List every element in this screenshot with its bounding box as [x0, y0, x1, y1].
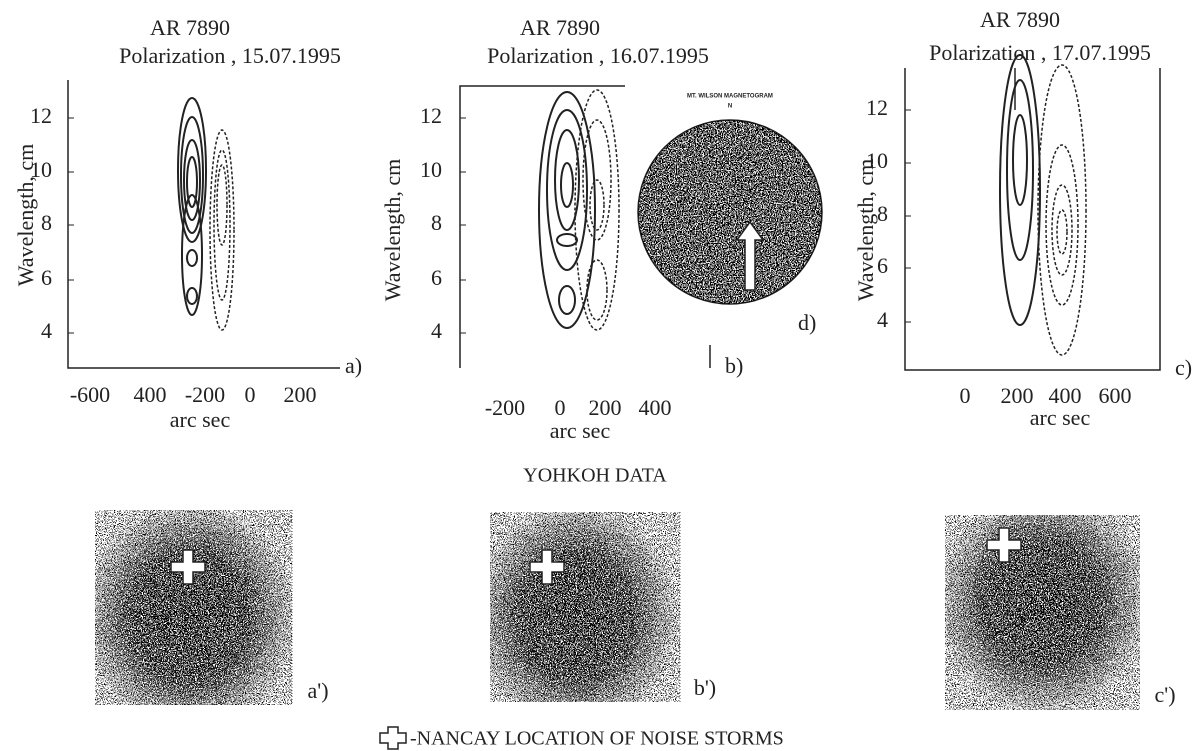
x-tick-label: 400	[134, 382, 167, 407]
x-axis-label: arc sec	[550, 418, 611, 443]
image-label: c')	[1154, 682, 1175, 707]
x-tick-label: 200	[589, 395, 622, 420]
panel-title: AR 7890	[980, 7, 1060, 32]
x-axis-label: arc sec	[1030, 405, 1091, 430]
y-tick-label: 10	[866, 148, 888, 173]
y-tick-label: 12	[866, 95, 888, 120]
x-tick-label: 0	[960, 383, 971, 408]
contours	[538, 89, 620, 331]
x-tick-label: 200	[284, 382, 317, 407]
y-axis-label: Wavelength, cm	[853, 159, 878, 301]
y-tick-label: 10	[30, 157, 52, 182]
y-tick-label: 6	[41, 265, 52, 290]
yohkoh-b	[490, 512, 681, 702]
panel-label: c)	[1175, 355, 1192, 380]
y-axis-label: Wavelength, cm	[380, 159, 405, 301]
y-tick-label: 8	[877, 201, 888, 226]
y-tick-label: 12	[420, 103, 442, 128]
axis	[904, 68, 1161, 371]
magnetogram	[637, 119, 823, 305]
labels: AR 7890 Polarization , 15.07.1995 Waveleng…	[13, 7, 1192, 750]
magnetogram-title: MT. WILSON MAGNETOGRAM	[687, 94, 773, 100]
plot-a	[67, 80, 340, 369]
arrow	[735, 220, 765, 291]
contours	[177, 97, 235, 331]
yohkoh-a	[95, 510, 293, 705]
y-axis-label: Wavelength, cm	[13, 144, 38, 286]
x-tick-label: 600	[1099, 383, 1132, 408]
yohkoh-c	[945, 515, 1140, 710]
panel-label: a)	[345, 353, 362, 378]
y-tick-label: 6	[431, 265, 442, 290]
x-tick-label: 400	[1049, 383, 1082, 408]
panel-title: AR 7890	[520, 15, 600, 40]
x-tick-label: -200	[185, 382, 225, 407]
plot-b	[459, 85, 823, 368]
y-tick-label: 6	[877, 253, 888, 278]
legend-icon	[379, 726, 407, 750]
x-tick-label: 400	[639, 395, 672, 420]
panel-subtitle: Polarization , 17.07.1995	[929, 40, 1151, 65]
axis	[67, 80, 340, 369]
panel-title: AR 7890	[150, 15, 230, 40]
panel-label: b)	[725, 353, 743, 378]
y-tick-label: 10	[420, 157, 442, 182]
y-tick-label: 4	[41, 318, 52, 343]
panel-subtitle: Polarization , 15.07.1995	[119, 43, 341, 68]
x-axis-label: arc sec	[170, 407, 231, 432]
y-tick-label: 12	[30, 103, 52, 128]
contours	[999, 54, 1087, 356]
x-tick-label: -600	[70, 382, 110, 407]
panel-subtitle: Polarization , 16.07.1995	[487, 43, 709, 68]
section-title: YOHKOH DATA	[523, 465, 667, 487]
magnetogram-mark: N	[728, 104, 732, 110]
x-tick-label: -200	[485, 395, 525, 420]
crosses	[170, 527, 1022, 750]
x-tick-label: 200	[1001, 383, 1034, 408]
y-tick-label: 4	[431, 318, 442, 343]
axis	[459, 85, 711, 368]
plot-c	[904, 54, 1161, 371]
y-tick-label: 8	[41, 210, 52, 235]
image-label: a')	[307, 678, 328, 703]
x-tick-label: 0	[555, 395, 566, 420]
y-tick-label: 8	[431, 210, 442, 235]
image-label: b')	[694, 675, 716, 700]
x-tick-label: 0	[245, 382, 256, 407]
panel-label: d)	[798, 310, 816, 335]
y-tick-label: 4	[877, 307, 888, 332]
legend-text: -NANCAY LOCATION OF NOISE STORMS	[410, 728, 784, 750]
